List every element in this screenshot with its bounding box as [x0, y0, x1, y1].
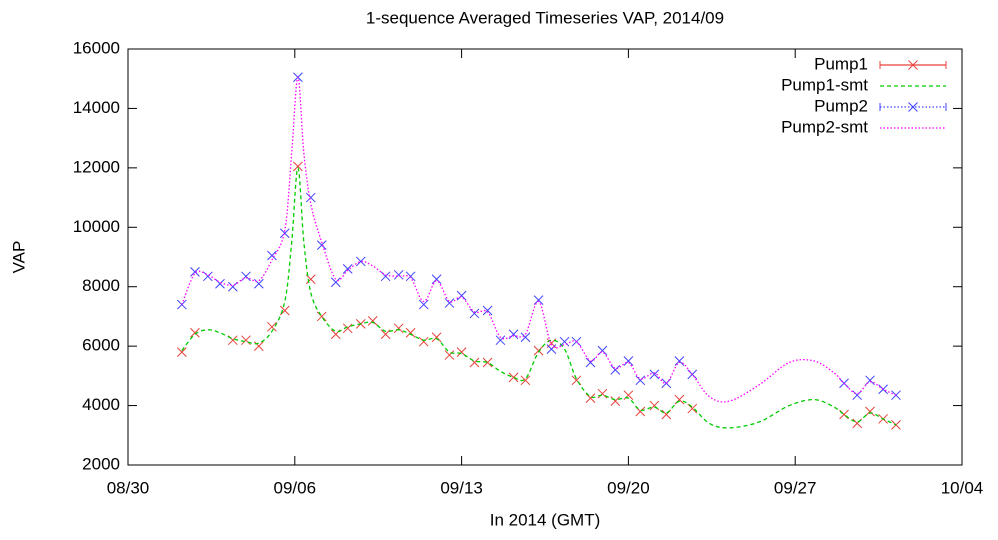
data-point	[355, 256, 366, 267]
data-point	[469, 308, 480, 319]
data-point	[418, 336, 429, 347]
data-point	[190, 267, 200, 277]
x-axis-label: In 2014 (GMT)	[490, 510, 601, 529]
data-point	[674, 394, 685, 405]
data-point	[215, 278, 225, 289]
y-tick-label: 4000	[82, 395, 120, 414]
data-point	[839, 409, 849, 420]
data-point	[456, 290, 467, 301]
data-point	[279, 228, 290, 239]
data-point	[444, 350, 455, 360]
y-tick-label: 8000	[82, 276, 120, 295]
data-point	[444, 298, 455, 308]
data-point	[559, 336, 570, 347]
data-point	[316, 240, 327, 250]
x-tick-label: 09/20	[607, 478, 650, 497]
data-point	[546, 344, 557, 354]
data-point	[495, 335, 506, 346]
data-point	[202, 271, 213, 282]
data-point	[623, 356, 634, 366]
y-tick-label: 14000	[73, 98, 120, 117]
data-point	[393, 269, 404, 280]
data-point	[190, 327, 200, 338]
legend-label: Pump2	[814, 96, 868, 115]
data-point	[482, 305, 493, 316]
data-point	[431, 332, 442, 343]
data-point	[508, 372, 519, 383]
data-point	[623, 390, 634, 401]
data-point	[891, 420, 901, 430]
x-tick-label: 10/04	[941, 478, 984, 497]
series-line	[181, 167, 897, 429]
data-point	[367, 316, 378, 326]
data-point	[267, 321, 277, 332]
data-point	[520, 375, 531, 386]
y-tick-label: 6000	[82, 336, 120, 355]
legend-label: Pump1	[814, 54, 868, 73]
data-point	[393, 323, 404, 334]
plot-border	[127, 48, 963, 466]
data-point	[253, 341, 264, 351]
data-point	[330, 277, 341, 288]
y-tick-label: 2000	[82, 454, 120, 473]
data-point	[267, 250, 277, 261]
legend-label: Pump2-smt	[781, 117, 868, 136]
data-point	[649, 369, 660, 380]
data-point	[305, 192, 316, 203]
data-point	[405, 271, 416, 282]
data-point	[635, 375, 646, 386]
data-point	[342, 264, 353, 274]
data-point	[533, 345, 544, 356]
data-point	[305, 274, 316, 285]
data-point	[293, 161, 303, 172]
data-point	[674, 356, 685, 366]
data-point	[661, 378, 672, 389]
data-point	[610, 396, 621, 406]
data-point	[253, 278, 264, 289]
x-tick-label: 09/27	[774, 478, 817, 497]
series-line	[181, 76, 897, 403]
data-point	[482, 357, 493, 368]
data-point	[241, 271, 251, 282]
data-point	[227, 281, 238, 292]
x-tick-label: 09/06	[274, 478, 317, 497]
chart-title: 1-sequence Averaged Timeseries VAP, 2014…	[366, 8, 724, 27]
legend-marker	[908, 102, 918, 112]
y-tick-label: 16000	[73, 38, 120, 57]
legend-label: Pump1-smt	[781, 75, 868, 94]
y-tick-label: 12000	[73, 157, 120, 176]
data-point	[533, 295, 544, 305]
data-point	[865, 375, 875, 386]
data-point	[585, 357, 596, 368]
data-point	[405, 327, 416, 338]
data-point	[852, 390, 863, 401]
data-point	[241, 335, 251, 346]
y-tick-label: 10000	[73, 217, 120, 236]
legend-marker	[908, 60, 918, 70]
data-point	[342, 323, 353, 334]
data-point	[176, 347, 187, 357]
data-point	[520, 332, 531, 343]
data-point	[316, 311, 327, 322]
data-point	[585, 393, 596, 403]
data-point	[380, 329, 391, 340]
y-axis-label: VAP	[9, 241, 28, 274]
x-tick-label: 08/30	[107, 478, 150, 497]
data-point	[839, 378, 849, 389]
data-point	[418, 299, 429, 310]
data-point	[610, 365, 621, 375]
data-point	[597, 388, 608, 399]
data-point	[380, 271, 391, 282]
x-tick-label: 09/13	[440, 478, 483, 497]
